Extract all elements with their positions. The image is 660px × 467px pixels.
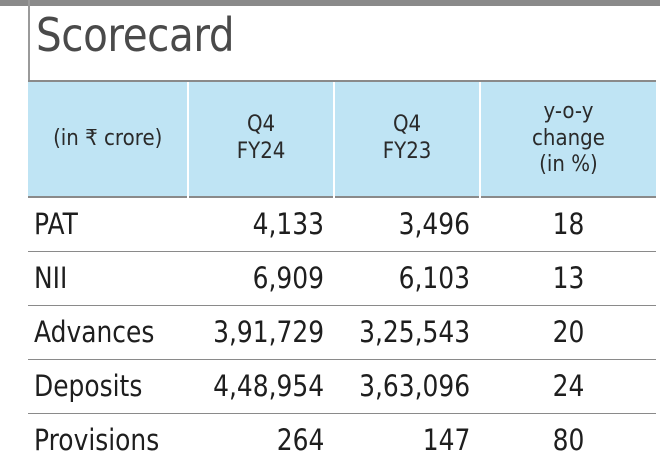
cell-q4fy24: 264 <box>188 412 334 467</box>
cell-yoy-change: 20 <box>480 304 656 359</box>
chart-title: Scorecard <box>36 8 235 62</box>
cell-q4fy24: 4,133 <box>188 196 334 251</box>
header-line: Q4 <box>246 112 276 138</box>
table-row: Provisions 264 147 80 <box>28 412 656 467</box>
column-header-q4fy23: Q4 FY23 <box>333 80 480 197</box>
header-line: change <box>532 125 605 151</box>
cell-q4fy23: 6,103 <box>334 250 480 305</box>
column-header-unit: (in ₹ crore) <box>28 80 188 197</box>
cell-q4fy24: 4,48,954 <box>188 358 334 413</box>
cell-yoy-change: 13 <box>480 250 656 305</box>
cell-q4fy23: 3,496 <box>334 196 480 251</box>
column-header-q4fy24: Q4 FY24 <box>187 80 334 197</box>
header-line: (in ₹ crore) <box>52 125 163 151</box>
header-line: Q4 <box>392 112 422 138</box>
cell-q4fy23: 3,25,543 <box>334 304 480 359</box>
row-label: Provisions <box>28 412 188 467</box>
header-line: FY24 <box>236 139 286 164</box>
header-row: (in ₹ crore) Q4 FY24 Q4 FY23 <box>28 80 656 197</box>
row-label: NII <box>28 250 188 305</box>
table-row: PAT 4,133 3,496 18 <box>28 196 656 251</box>
row-label: Advances <box>28 304 188 359</box>
top-border <box>0 0 660 6</box>
cell-yoy-change: 18 <box>480 196 656 251</box>
left-accent-rule <box>28 0 30 80</box>
cell-q4fy24: 6,909 <box>188 250 334 305</box>
cell-yoy-change: 24 <box>480 358 656 413</box>
header-line: FY23 <box>382 139 432 164</box>
cell-q4fy23: 3,63,096 <box>334 358 480 413</box>
scorecard-table: (in ₹ crore) Q4 FY24 Q4 FY23 <box>28 80 656 467</box>
header-line: y-o-y <box>543 98 594 124</box>
header-line: (in %) <box>539 152 598 178</box>
table-row: NII 6,909 6,103 13 <box>28 250 656 305</box>
cell-yoy-change: 80 <box>480 412 656 467</box>
cell-q4fy23: 147 <box>334 412 480 467</box>
column-header-yoy-change: y-o-y change (in %) <box>479 80 656 197</box>
table-row: Deposits 4,48,954 3,63,096 24 <box>28 358 656 413</box>
table-row: Advances 3,91,729 3,25,543 20 <box>28 304 656 359</box>
row-label: Deposits <box>28 358 188 413</box>
cell-q4fy24: 3,91,729 <box>188 304 334 359</box>
row-label: PAT <box>28 196 188 251</box>
